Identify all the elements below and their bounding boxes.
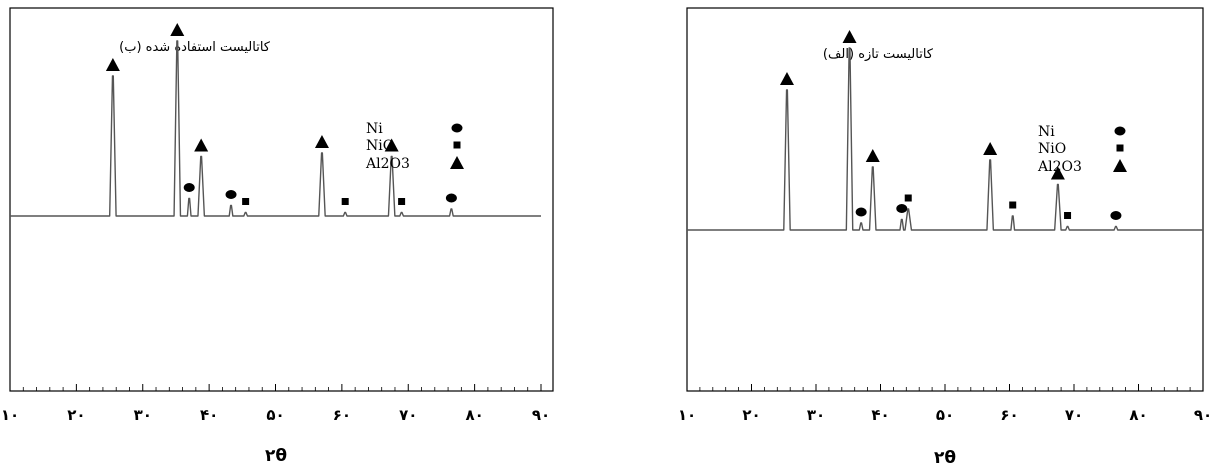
- peak-marker-triangle: [779, 72, 794, 85]
- peak-marker-triangle: [842, 30, 857, 43]
- legend-marker-circle: [451, 123, 463, 133]
- peak-marker-square: [341, 198, 349, 205]
- x-tick-label: ۷۰: [1065, 406, 1083, 424]
- panel-fresh-catalyst: کاتالیست تازه (الف) ۱۰ ۲۰ ۳۰ ۴۰ ۵۰ ۶۰ ۷۰ ۸۰ ۹۰ ۲θ…: [678, 7, 1212, 468]
- peak-marker-triangle: [170, 23, 185, 36]
- x-tick-label: ۸۰: [1129, 406, 1147, 424]
- diffraction-trace: [10, 40, 541, 217]
- peak-marker-circle: [183, 183, 195, 192]
- x-tick-label: ۵۰: [936, 406, 954, 424]
- panel-used-catalyst: کاتالیست استفاده شده (ب) ۱۰ ۲۰ ۳۰ ۴۰ ۵۰ ۶۰ ۷۰ ۸…: [1, 7, 554, 466]
- x-tick-label: ۳۰: [807, 406, 825, 424]
- peak-marker-square: [904, 194, 912, 202]
- legend-marker-circle: [1114, 126, 1126, 136]
- chart-title: کاتالیست استفاده شده (ب): [119, 40, 271, 55]
- peak-marker-triangle: [105, 58, 120, 71]
- legend-marker-triangle: [450, 156, 464, 169]
- legend-marker-triangle: [1113, 159, 1127, 172]
- x-axis-label: ۲θ: [934, 448, 956, 468]
- peak-marker-circle: [1110, 211, 1122, 220]
- diffraction-trace: [687, 47, 1203, 231]
- legend-label: Ni: [1038, 124, 1055, 140]
- x-tick-label: ۵۰: [266, 406, 284, 424]
- peak-marker-triangle: [314, 135, 329, 148]
- peak-marker-triangle: [865, 149, 880, 162]
- peak-marker-triangle: [1050, 166, 1065, 180]
- peak-marker-square: [1064, 212, 1072, 219]
- legend-label: NiO: [366, 138, 394, 154]
- x-tick-label: ۹۰: [1194, 406, 1212, 424]
- peak-marker-circle: [225, 190, 237, 199]
- x-tick-label: ۷۰: [399, 406, 417, 424]
- peak-marker-triangle: [384, 138, 399, 152]
- x-tick-label: ۴۰: [200, 406, 218, 424]
- plot-frame: [9, 7, 554, 392]
- legend-marker-square: [453, 141, 461, 149]
- legend-label: Al2O3: [365, 156, 410, 172]
- chart-title: کاتالیست تازه (الف): [823, 47, 934, 62]
- peak-marker-circle: [896, 204, 908, 213]
- legend-marker-square: [1116, 144, 1124, 152]
- legend-label: Al2O3: [1037, 159, 1082, 175]
- x-tick-label: ۶۰: [333, 406, 351, 424]
- x-tick-label: ۶۰: [1000, 406, 1018, 424]
- x-tick-label: ۳۰: [134, 406, 152, 424]
- x-tick-label: ۲۰: [67, 406, 85, 424]
- plot-frame: [686, 7, 1204, 392]
- peak-marker-circle: [855, 207, 867, 217]
- x-axis-label: ۲θ: [265, 446, 287, 466]
- x-tick-label: ۹۰: [532, 406, 550, 424]
- peak-marker-circle: [445, 193, 457, 203]
- x-tick-label: ۸۰: [465, 406, 483, 424]
- peak-marker-square: [242, 198, 250, 205]
- x-tick-label: ۱۰: [1, 406, 19, 424]
- legend-label: NiO: [1038, 141, 1066, 157]
- peak-marker-square: [398, 198, 406, 205]
- x-tick-label: ۲۰: [742, 406, 760, 424]
- legend-label: Ni: [366, 121, 383, 137]
- x-tick-label: ۴۰: [871, 406, 889, 424]
- peak-marker-triangle: [194, 138, 209, 152]
- peak-marker-square: [1009, 201, 1017, 209]
- peak-marker-triangle: [983, 142, 998, 155]
- x-tick-label: ۱۰: [678, 406, 696, 424]
